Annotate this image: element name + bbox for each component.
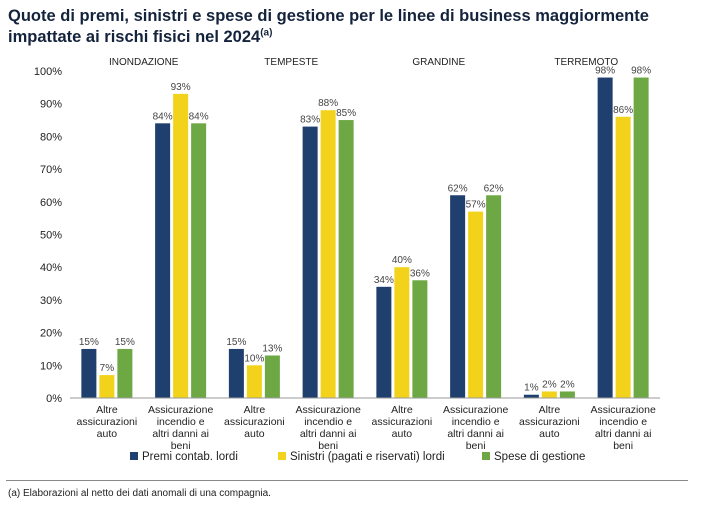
y-tick-label: 30% (40, 295, 62, 307)
chart-title-footnote-mark: (a) (260, 27, 273, 39)
data-label: 84% (153, 111, 173, 122)
x-tick-label: Assicurazione incendio e altri danni ai ben… (443, 404, 509, 452)
x-tick-label: Altre assicurazioni auto (77, 404, 138, 440)
bar-2 (541, 391, 557, 398)
bar-3 (191, 123, 207, 398)
data-label: 15% (79, 337, 99, 348)
bar-2 (468, 211, 484, 398)
data-label: 7% (100, 363, 115, 374)
data-label: 98% (631, 66, 651, 77)
bar-1 (81, 348, 97, 398)
data-label: 2% (542, 379, 557, 390)
y-tick-label: 60% (40, 197, 62, 209)
footnote: (a) Elaborazioni al netto dei dati anoma… (8, 488, 271, 499)
data-label: 98% (595, 66, 615, 77)
data-label: 15% (226, 337, 246, 348)
bar-2 (173, 93, 189, 398)
data-label: 62% (484, 183, 504, 194)
data-label: 10% (244, 353, 264, 364)
bar-1 (450, 195, 466, 398)
data-label: 57% (466, 200, 486, 211)
x-tick-label: Altre assicurazioni auto (372, 404, 433, 440)
group-header: INONDAZIONE (109, 57, 179, 68)
y-tick-label: 90% (40, 99, 62, 111)
legend-label: Spese di gestione (494, 451, 585, 463)
bar-3 (117, 348, 133, 398)
y-tick-label: 80% (40, 131, 62, 143)
bar-3 (412, 280, 428, 398)
legend-label: Sinistri (pagati e riservati) lordi (290, 451, 445, 463)
data-label: 36% (410, 268, 430, 279)
legend-swatch (130, 452, 138, 460)
bar-3 (559, 391, 575, 398)
legend-swatch (482, 452, 490, 460)
footnote-divider (6, 480, 688, 481)
y-tick-label: 10% (40, 360, 62, 372)
y-tick-label: 100% (34, 66, 62, 78)
bar-3 (338, 120, 354, 399)
data-label: 93% (171, 82, 191, 93)
x-tick-label: Assicurazione incendio e altri danni ai ben… (590, 404, 656, 452)
data-label: 85% (336, 108, 356, 119)
chart-title-text: Quote di premi, sinistri e spese di gest… (8, 7, 649, 46)
bar-1 (155, 123, 171, 398)
bar-chart: 0% 10% 20% 30% 40% 50% 60% 70% 80% 90% 100% INONDA… (34, 57, 660, 463)
bar-1 (228, 348, 244, 398)
legend: Premi contab. lordi Sinistri (pagati e ri… (130, 451, 585, 463)
y-tick-label: 70% (40, 164, 62, 176)
data-label: 86% (613, 105, 633, 116)
bars (81, 77, 649, 399)
bar-3 (264, 355, 280, 398)
bar-2 (99, 375, 115, 398)
group-header: TEMPESTE (264, 57, 318, 68)
group-headers: INONDAZIONE TEMPESTE GRANDINE TERREMOTO (109, 57, 618, 68)
chart-title: Quote di premi, sinistri e spese di gest… (8, 6, 698, 48)
y-tick-label: 50% (40, 230, 62, 242)
legend-label: Premi contab. lordi (142, 451, 238, 463)
data-label: 88% (318, 98, 338, 109)
y-tick-label: 40% (40, 262, 62, 274)
y-axis: 0% 10% 20% 30% 40% 50% 60% 70% 80% 90% 100% (34, 66, 62, 405)
x-tick-label: Altre assicurazioni auto (224, 404, 285, 440)
bar-3 (486, 195, 502, 398)
y-tick-label: 0% (46, 393, 62, 405)
x-tick-label: Assicurazione incendio e altri danni ai ben… (148, 404, 214, 452)
bar-2 (394, 267, 410, 398)
data-label: 34% (374, 275, 394, 286)
bar-2 (246, 365, 262, 398)
data-label: 84% (189, 111, 209, 122)
group-header: TERREMOTO (554, 57, 618, 68)
data-label: 62% (448, 183, 468, 194)
bar-2 (320, 110, 336, 399)
data-label: 2% (560, 379, 575, 390)
bar-1 (597, 77, 613, 398)
bar-1 (523, 394, 539, 398)
data-label: 15% (115, 337, 135, 348)
group-header: GRANDINE (412, 57, 465, 68)
bar-1 (376, 286, 392, 398)
x-axis: Altre assicurazioni auto Assicurazione incen… (70, 397, 660, 452)
y-tick-label: 20% (40, 328, 62, 340)
data-label: 13% (262, 343, 282, 354)
legend-swatch (278, 452, 286, 460)
data-label: 40% (392, 255, 412, 266)
bar-3 (633, 77, 649, 398)
bar-2 (615, 116, 631, 398)
x-tick-label: Altre assicurazioni auto (519, 404, 580, 440)
bar-1 (302, 126, 318, 398)
data-label: 1% (524, 383, 539, 394)
data-label: 83% (300, 115, 320, 126)
x-tick-label: Assicurazione incendio e altri danni ai ben… (295, 404, 361, 452)
data-labels: 15% 7% 15% 84% 93% 84% 15% 10%13% 83% 88%85% 34% 40… (79, 66, 651, 394)
